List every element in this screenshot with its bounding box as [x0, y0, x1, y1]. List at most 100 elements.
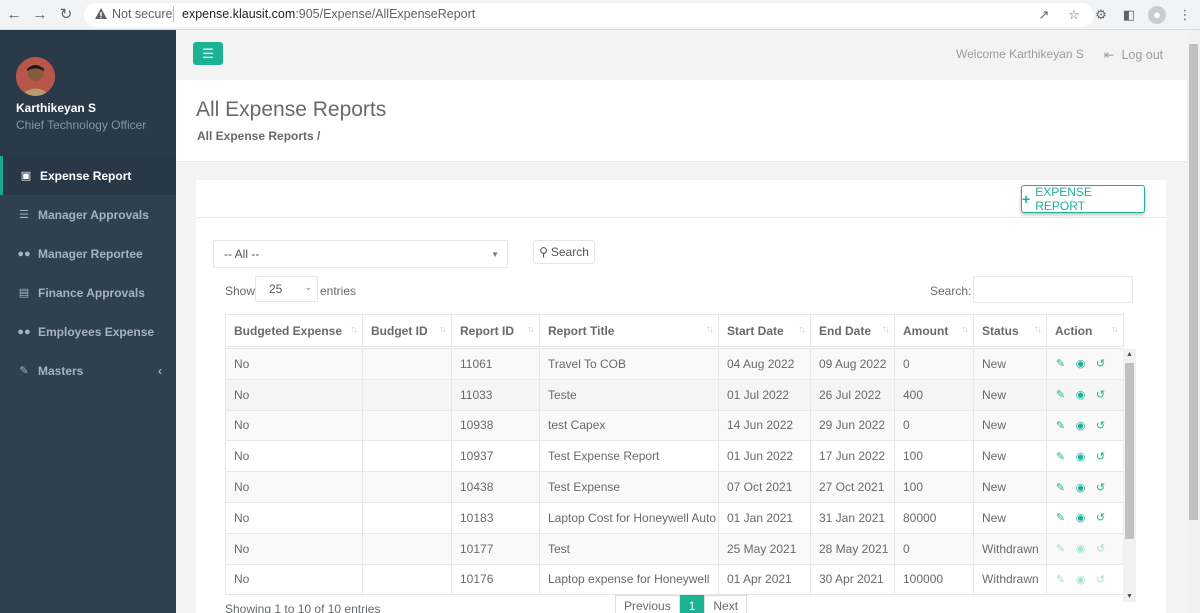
scroll-up-icon[interactable]: ▲: [1126, 351, 1133, 358]
sidebar-item-label: Manager Reportee: [38, 246, 143, 261]
column-header-budget-id[interactable]: Budget ID ↑↓: [362, 314, 452, 347]
avatar[interactable]: [16, 57, 55, 96]
table-row[interactable]: No 10177 Test 25 May 2021 28 May 2021 0 Withdr…: [225, 532, 1124, 565]
sort-icon: ↑↓: [1034, 324, 1042, 335]
search-button[interactable]: ⚲ Search: [533, 240, 595, 264]
sidebar-item-label: Employees Expense: [38, 324, 155, 339]
forward-icon[interactable]: →: [32, 6, 48, 23]
view-icon[interactable]: ◉: [1075, 573, 1086, 586]
edit-icon[interactable]: ✎: [1055, 481, 1066, 494]
withdraw-icon[interactable]: ↺: [1095, 481, 1106, 494]
share-icon[interactable]: ↗: [1038, 7, 1050, 22]
table-row[interactable]: No 10176 Laptop expense for Honeywell 01 Ap…: [225, 563, 1124, 596]
add-expense-report-button[interactable]: + EXPENSE REPORT: [1021, 185, 1145, 213]
table-row[interactable]: No 10438 Test Expense 07 Oct 2021 27 Oct 202…: [225, 471, 1124, 503]
chevron-left-icon: ‹: [158, 363, 162, 378]
table-search-input[interactable]: [973, 276, 1133, 303]
bookmark-star-icon[interactable]: ☆: [1068, 7, 1080, 22]
cell-title: Test Expense Report: [539, 440, 719, 473]
view-icon[interactable]: ◉: [1075, 389, 1086, 402]
cell-end: 28 May 2021: [810, 532, 895, 565]
table-scroll-thumb[interactable]: [1125, 363, 1134, 539]
side-panel-icon[interactable]: ◧: [1122, 7, 1136, 22]
withdraw-icon[interactable]: ↺: [1095, 543, 1106, 556]
edit-icon[interactable]: ✎: [1055, 543, 1066, 556]
withdraw-icon[interactable]: ↺: [1095, 419, 1106, 432]
status-filter-select[interactable]: -- All -- ▼: [213, 240, 508, 268]
search-button-label: Search: [550, 245, 589, 259]
withdraw-icon[interactable]: ↺: [1095, 512, 1106, 525]
edit-icon[interactable]: ✎: [1055, 358, 1066, 371]
column-header-action[interactable]: Action ↑↓: [1046, 314, 1124, 347]
column-label: Budget ID: [371, 323, 428, 338]
edit-icon[interactable]: ✎: [1055, 450, 1066, 463]
column-header-amount[interactable]: Amount ↑↓: [894, 314, 974, 347]
column-header-status[interactable]: Status ↑↓: [973, 314, 1047, 347]
view-icon[interactable]: ◉: [1075, 450, 1086, 463]
url-text[interactable]: expense.klausit.com:905/Expense/AllExpen…: [182, 7, 475, 21]
cell-status: Withdrawn: [973, 532, 1047, 565]
column-header-end-date[interactable]: End Date ↑↓: [810, 314, 895, 347]
sidebar-item-manager-reportee[interactable]: ●● Manager Reportee: [0, 234, 176, 273]
view-icon[interactable]: ◉: [1075, 543, 1086, 556]
withdraw-icon[interactable]: ↺: [1095, 389, 1106, 402]
withdraw-icon[interactable]: ↺: [1095, 358, 1106, 371]
sidebar-item-manager-approvals[interactable]: ☰ Manager Approvals: [0, 195, 176, 234]
column-header-report-id[interactable]: Report ID ↑↓: [451, 314, 540, 347]
cell-amount: 80000: [894, 501, 974, 534]
cell-title: Teste: [539, 378, 719, 411]
cell-end: 17 Jun 2022: [810, 440, 895, 473]
cell-actions: ✎ ◉ ↺: [1046, 378, 1124, 411]
page-scrollbar[interactable]: [1187, 30, 1200, 613]
address-bar[interactable]: Not secure expense.klausit.com:905/Expen…: [84, 3, 1094, 27]
page-1-button[interactable]: 1: [679, 595, 705, 613]
user-name: Karthikeyan S: [16, 101, 97, 115]
edit-icon[interactable]: ✎: [1055, 419, 1066, 432]
column-header-start-date[interactable]: Start Date ↑↓: [718, 314, 811, 347]
table-row[interactable]: No 11061 Travel To COB 04 Aug 2022 09 Aug 20…: [225, 348, 1124, 380]
withdraw-icon[interactable]: ↺: [1095, 450, 1106, 463]
sort-icon: ↑↓: [350, 324, 358, 335]
entries-label: entries: [320, 284, 357, 298]
table-row[interactable]: No 10937 Test Expense Report 01 Jun 2022 17 …: [225, 440, 1124, 473]
view-icon[interactable]: ◉: [1075, 512, 1086, 525]
url-host: expense.klausit.com: [182, 7, 296, 21]
menu-toggle-button[interactable]: ☰: [193, 42, 223, 65]
cell-title: Travel To COB: [539, 348, 719, 380]
back-icon[interactable]: ←: [6, 6, 22, 23]
previous-page-button[interactable]: Previous: [615, 595, 680, 613]
table-row[interactable]: No 10938 test Capex 14 Jun 2022 29 Jun 2022 0…: [225, 409, 1124, 442]
entries-per-page-select[interactable]: 25 ⌄: [255, 276, 318, 302]
cell-status: New: [973, 378, 1047, 411]
column-header-budgeted-expense[interactable]: Budgeted Expense ↑↓: [225, 314, 363, 347]
sidebar-item-masters[interactable]: ✎ Masters ‹: [0, 351, 176, 390]
view-icon[interactable]: ◉: [1075, 481, 1086, 494]
edit-icon[interactable]: ✎: [1055, 573, 1066, 586]
cell-end: 09 Aug 2022: [810, 348, 895, 380]
withdraw-icon[interactable]: ↺: [1095, 573, 1106, 586]
next-page-button[interactable]: Next: [704, 595, 748, 613]
cell-start: 01 Apr 2021: [718, 563, 811, 596]
sidebar-item-expense-report[interactable]: ▣ Expense Report: [0, 156, 176, 195]
edit-icon[interactable]: ✎: [1055, 389, 1066, 402]
scroll-down-icon[interactable]: ▼: [1126, 593, 1133, 600]
sidebar-item-employees-expense[interactable]: ●● Employees Expense: [0, 312, 176, 351]
edit-icon[interactable]: ✎: [1055, 512, 1066, 525]
menu-dots-icon[interactable]: ⋮: [1178, 7, 1192, 22]
profile-icon[interactable]: ●: [1148, 6, 1166, 24]
table-row[interactable]: No 10183 Laptop Cost for Honeywell Auto 01 …: [225, 501, 1124, 534]
page-scroll-thumb[interactable]: [1189, 44, 1198, 520]
reload-icon[interactable]: ↻: [59, 6, 73, 23]
logout-link[interactable]: ⇤ Log out: [1104, 47, 1163, 62]
view-icon[interactable]: ◉: [1075, 358, 1086, 371]
sidebar-item-finance-approvals[interactable]: ▤ Finance Approvals: [0, 273, 176, 312]
cell-actions: ✎ ◉ ↺: [1046, 501, 1124, 534]
column-header-report-title[interactable]: Report Title ↑↓: [539, 314, 719, 347]
warning-icon: [95, 8, 107, 19]
table-scrollbar[interactable]: ▲ ▼: [1123, 349, 1136, 602]
view-icon[interactable]: ◉: [1075, 419, 1086, 432]
extensions-icon[interactable]: ⚙: [1095, 7, 1107, 22]
breadcrumb[interactable]: All Expense Reports /: [197, 129, 321, 143]
table-row[interactable]: No 11033 Teste 01 Jul 2022 26 Jul 2022 400 New…: [225, 378, 1124, 411]
sidebar-item-label: Masters: [38, 363, 84, 378]
